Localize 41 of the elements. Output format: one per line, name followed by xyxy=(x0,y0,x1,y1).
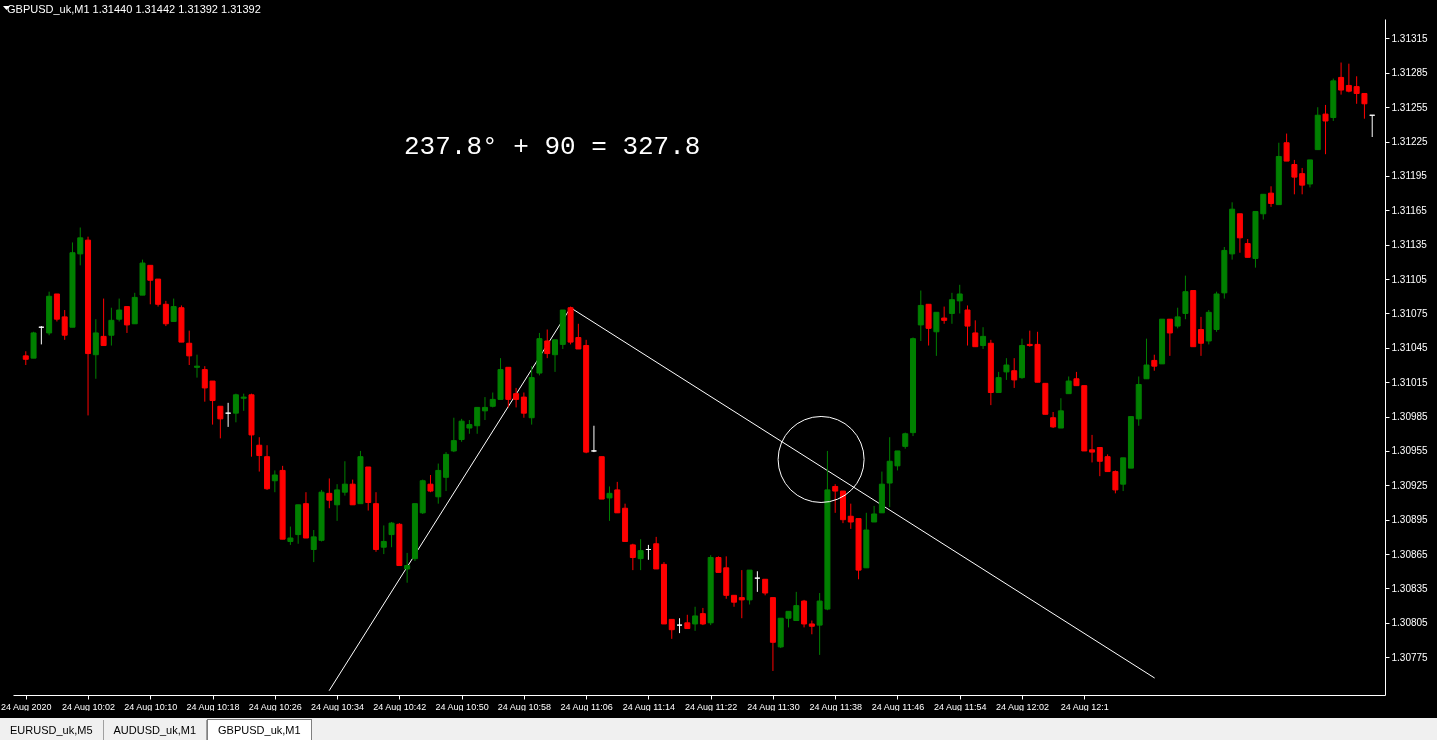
y-tick-label: 1.31015 xyxy=(1391,376,1429,388)
x-tick-label: 24 Aug 11:46 xyxy=(871,701,925,712)
x-tick-label: 24 Aug 10:34 xyxy=(311,701,365,712)
y-tick-label: 1.30895 xyxy=(1391,514,1429,526)
x-tick-label: 24 Aug 10:02 xyxy=(62,701,116,712)
y-tick-label: 1.31255 xyxy=(1391,101,1429,113)
x-tick-label: 24 Aug 12:02 xyxy=(995,701,1050,712)
y-tick-label: 1.30805 xyxy=(1391,617,1429,629)
text: EURUSD_uk,M5 xyxy=(0,720,104,740)
y-tick-label: 1.31105 xyxy=(1391,273,1428,285)
y-tick-label: 1.31045 xyxy=(1391,342,1429,354)
y-tick-label: 1.31225 xyxy=(1391,136,1429,148)
x-tick-label: 24 Aug 2020 xyxy=(1,701,52,712)
y-tick-label: 1.30835 xyxy=(1391,582,1429,594)
x-tick-label: 24 Aug 11:54 xyxy=(934,701,987,712)
x-tick-label: 24 Aug 10:18 xyxy=(186,701,240,712)
y-tick-label: 1.31135 xyxy=(1391,239,1428,251)
x-tick-label: 24 Aug 11:06 xyxy=(560,701,613,712)
annotation: 237.8° + 90 = 327.8 xyxy=(403,132,701,163)
x-tick-label: 24 Aug 11:30 xyxy=(747,701,800,712)
y-tick-label: 1.31195 xyxy=(1391,170,1428,182)
y-tick-label: 1.30775 xyxy=(1391,651,1429,663)
x-tick-label: 24 Aug 10:58 xyxy=(497,701,551,712)
x-tick-label: 24 Aug 12:1 xyxy=(1060,701,1109,712)
x-tick-label: 24 Aug 10:10 xyxy=(124,701,178,712)
x-tick-label: 24 Aug 10:42 xyxy=(373,701,427,712)
y-tick-label: 1.30955 xyxy=(1391,445,1429,457)
y-tick-label: 1.31075 xyxy=(1391,307,1429,319)
y-tick-label: 1.30865 xyxy=(1391,548,1429,560)
x-tick-label: 24 Aug 11:22 xyxy=(684,701,738,712)
x-tick-label: 24 Aug 11:38 xyxy=(809,701,862,712)
y-tick-label: 1.31315 xyxy=(1391,32,1429,44)
x-tick-label: 24 Aug 11:14 xyxy=(622,701,676,712)
y-tick-label: 1.30985 xyxy=(1391,411,1429,423)
x-tick-label: 24 Aug 10:50 xyxy=(435,701,489,712)
x-tick-label: 24 Aug 10:26 xyxy=(248,701,302,712)
y-tick-label: 1.31285 xyxy=(1391,67,1429,79)
chart-title: GBPUSD_uk,M1 1.31440 1.31442 1.31392 1.31392 xyxy=(7,3,261,15)
y-tick-label: 1.31165 xyxy=(1391,204,1428,216)
y-tick-label: 1.30925 xyxy=(1391,479,1429,491)
text: AUDUSD_uk,M1 xyxy=(103,720,208,740)
